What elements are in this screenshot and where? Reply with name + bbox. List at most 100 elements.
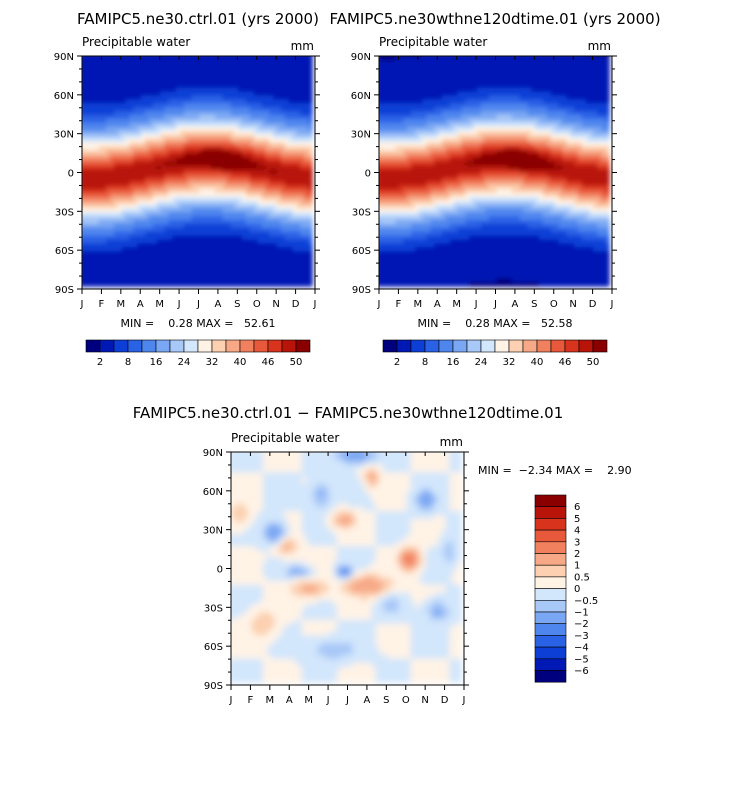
field-cell bbox=[129, 103, 135, 109]
field-cell bbox=[226, 87, 232, 93]
field-cell bbox=[304, 153, 309, 159]
field-cell bbox=[597, 68, 602, 74]
field-cell bbox=[199, 282, 204, 287]
field-cell bbox=[527, 91, 533, 97]
field-cell bbox=[249, 64, 255, 70]
field-cell bbox=[94, 91, 100, 97]
field-cell bbox=[488, 107, 494, 112]
field-cell bbox=[125, 119, 131, 124]
field-cell bbox=[242, 165, 247, 171]
field-cell bbox=[288, 153, 294, 159]
field-cell bbox=[277, 119, 282, 124]
field-cell bbox=[484, 76, 490, 81]
field-cell bbox=[269, 56, 274, 62]
field-cell bbox=[137, 216, 142, 221]
field-cell bbox=[156, 56, 162, 62]
field-cell bbox=[304, 84, 309, 89]
field-cell bbox=[191, 274, 197, 279]
field-cell bbox=[539, 115, 544, 120]
field-cell bbox=[218, 64, 224, 70]
field-cell bbox=[453, 64, 459, 70]
field-cell bbox=[531, 95, 536, 101]
field-cell bbox=[430, 64, 435, 70]
field-cell bbox=[280, 243, 286, 248]
field-cell bbox=[129, 231, 135, 237]
field-cell bbox=[257, 64, 263, 70]
field-cell bbox=[515, 107, 521, 112]
field-cell bbox=[156, 91, 162, 97]
field-cell bbox=[176, 177, 181, 182]
field-cell bbox=[577, 95, 583, 101]
field-cell bbox=[296, 119, 302, 124]
field-cell bbox=[137, 157, 142, 163]
field-cell bbox=[542, 103, 548, 109]
field-cell bbox=[418, 111, 424, 116]
field-cell bbox=[265, 192, 270, 198]
field-cell bbox=[164, 161, 170, 167]
field-cell bbox=[399, 126, 404, 132]
field-cell bbox=[137, 138, 142, 144]
field-cell bbox=[191, 235, 197, 241]
field-cell bbox=[570, 87, 575, 93]
field-cell bbox=[179, 274, 185, 279]
field-cell bbox=[292, 188, 298, 194]
field-cell bbox=[82, 266, 84, 272]
field-cell bbox=[211, 91, 216, 97]
field-cell bbox=[207, 84, 212, 89]
field-cell bbox=[148, 122, 154, 128]
field-cell bbox=[106, 161, 111, 167]
colorbar-swatch bbox=[85, 339, 101, 353]
field-cell bbox=[288, 274, 294, 279]
field-cell bbox=[407, 87, 412, 93]
field-cell bbox=[187, 278, 193, 283]
field-cell bbox=[288, 254, 294, 260]
field-cell bbox=[214, 165, 220, 171]
field-cell bbox=[82, 84, 88, 89]
field-cell bbox=[508, 130, 513, 136]
field-cell bbox=[110, 56, 115, 58]
field-cell bbox=[280, 181, 286, 186]
field-cell bbox=[542, 68, 548, 74]
field-cell bbox=[129, 212, 135, 217]
field-cell bbox=[410, 130, 416, 136]
field-cell bbox=[164, 239, 170, 244]
field-cell bbox=[407, 56, 412, 62]
field-cell bbox=[269, 134, 274, 140]
field-cell bbox=[288, 165, 294, 171]
field-cell bbox=[179, 212, 185, 217]
field-cell bbox=[480, 126, 486, 132]
field-cell bbox=[399, 103, 404, 109]
field-cell bbox=[218, 251, 224, 256]
field-cell bbox=[172, 80, 177, 85]
field-cell bbox=[245, 219, 251, 225]
field-cell bbox=[187, 185, 193, 190]
field-cell bbox=[222, 192, 228, 198]
field-cell bbox=[226, 99, 232, 105]
field-cell bbox=[391, 107, 397, 112]
field-cell bbox=[106, 239, 111, 244]
field-cell bbox=[113, 56, 119, 58]
panel-subtitle: Precipitable water bbox=[82, 35, 190, 49]
field-cell bbox=[234, 181, 239, 186]
field-cell bbox=[469, 115, 474, 120]
field-cell bbox=[288, 278, 294, 283]
field-cell bbox=[183, 247, 189, 252]
field-cell bbox=[504, 56, 509, 58]
field-cell bbox=[145, 231, 150, 237]
field-cell bbox=[156, 216, 162, 221]
field-cell bbox=[199, 262, 204, 268]
field-cell bbox=[82, 72, 84, 77]
field-cell bbox=[82, 153, 88, 159]
field-cell bbox=[152, 169, 158, 175]
field-cell bbox=[199, 138, 204, 144]
field-cell bbox=[203, 157, 208, 163]
field-cell bbox=[242, 231, 247, 237]
field-cell bbox=[125, 243, 131, 248]
field-cell bbox=[304, 212, 309, 217]
field-cell bbox=[106, 91, 111, 97]
field-cell bbox=[304, 239, 309, 244]
colorbar-swatch bbox=[113, 339, 129, 353]
field-cell bbox=[304, 161, 309, 167]
field-cell bbox=[277, 196, 282, 202]
field-cell bbox=[86, 196, 92, 202]
